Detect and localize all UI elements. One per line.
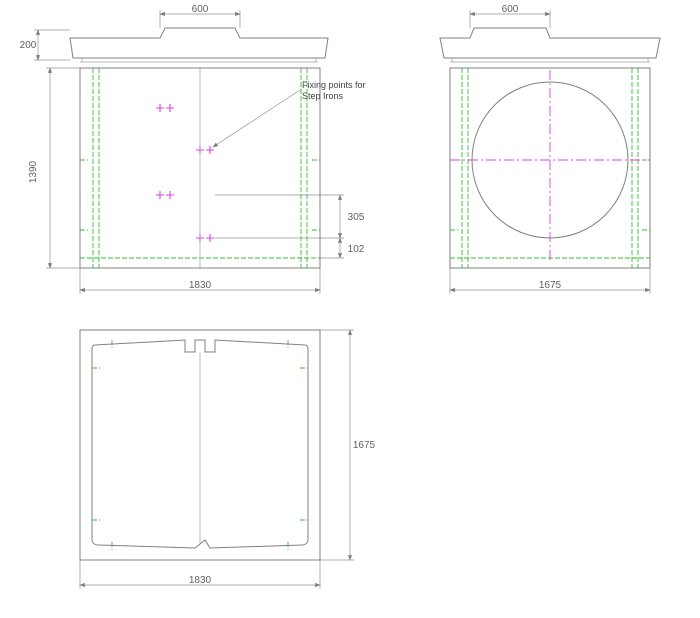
plan-view	[80, 330, 320, 560]
dim-1830-plan: 1830	[189, 575, 212, 586]
dim-1675-plan: 1675	[353, 440, 376, 451]
fixing-label-2: Step Irons	[302, 91, 344, 101]
dim-1390: 1390	[28, 160, 39, 183]
fixing-point-marker	[156, 191, 174, 199]
dim-1830-front: 1830	[189, 280, 212, 291]
fixing-label-1: Fixing points for	[302, 80, 366, 90]
dim-200: 200	[20, 40, 37, 51]
plan-dimensions: 1675 1830	[80, 330, 376, 589]
dim-305: 305	[348, 212, 365, 223]
dim-102: 102	[348, 244, 365, 255]
front-elevation-view	[70, 28, 328, 268]
fixing-point-marker	[196, 234, 214, 242]
side-elevation-view	[440, 28, 660, 268]
dim-600-front: 600	[192, 4, 209, 15]
fixing-point-marker	[196, 146, 214, 154]
dim-1675-side: 1675	[539, 280, 562, 291]
dim-600-side: 600	[502, 4, 519, 15]
fixing-point-marker	[156, 104, 174, 112]
